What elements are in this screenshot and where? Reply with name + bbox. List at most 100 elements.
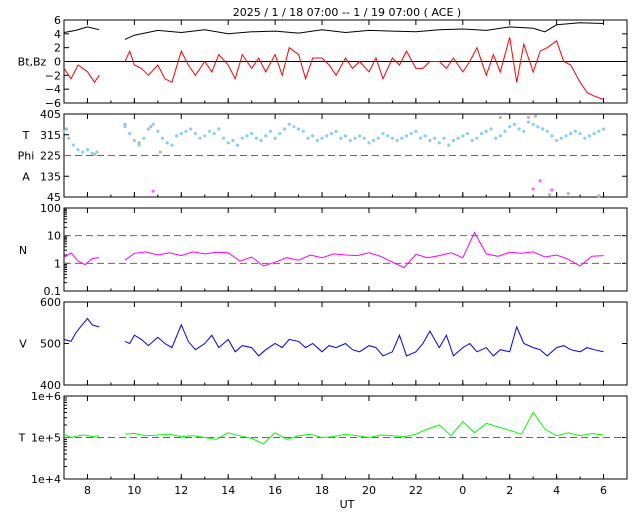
- data-point: [526, 120, 531, 124]
- data-point: [601, 127, 606, 131]
- data-point: [348, 138, 352, 143]
- x-tick-label: 18: [315, 484, 329, 497]
- data-point: [587, 134, 592, 138]
- data-point: [273, 136, 277, 140]
- data-point: [592, 131, 596, 136]
- data-point: [81, 150, 85, 154]
- x-tick-label: 6: [600, 484, 607, 497]
- y-axis-label: A: [22, 170, 30, 183]
- data-point: [569, 131, 573, 136]
- y-tick-label: 135: [40, 170, 61, 183]
- x-tick-label: 12: [174, 484, 188, 497]
- data-point: [395, 138, 399, 143]
- y-tick-label: 405: [40, 108, 61, 121]
- y-tick-label: 600: [40, 296, 61, 309]
- data-point: [92, 152, 97, 156]
- data-point: [503, 129, 507, 133]
- data-point: [306, 136, 310, 140]
- data-point: [531, 187, 535, 191]
- y-tick-label: 1: [54, 257, 61, 270]
- data-point: [95, 150, 99, 154]
- x-tick-label: 20: [362, 484, 376, 497]
- y-tick-label: 400: [40, 379, 61, 392]
- data-point: [315, 138, 319, 143]
- data-point: [583, 136, 587, 140]
- data-point: [301, 129, 305, 133]
- data-point: [386, 134, 390, 138]
- data-point: [437, 141, 441, 145]
- x-tick-label: 4: [553, 484, 560, 497]
- panel-temperature: 1e+6 1e+5 1e+4 T: [18, 390, 628, 486]
- data-point: [414, 129, 418, 133]
- data-point: [418, 136, 423, 140]
- data-point: [423, 134, 427, 138]
- data-point: [207, 129, 212, 133]
- data-point: [597, 194, 601, 198]
- data-point: [170, 143, 174, 147]
- y-tick-label: 2: [54, 42, 61, 55]
- data-point: [564, 134, 568, 138]
- data-point: [156, 129, 160, 133]
- data-point: [64, 127, 68, 131]
- data-point: [372, 138, 376, 143]
- series-line: [63, 252, 100, 266]
- data-point: [71, 143, 75, 147]
- data-point: [292, 125, 296, 129]
- data-point: [311, 134, 315, 138]
- data-point: [343, 134, 348, 138]
- data-point: [597, 129, 601, 133]
- data-point: [165, 141, 169, 145]
- series-line: [63, 433, 100, 439]
- series-line: [124, 411, 604, 445]
- data-point: [461, 134, 465, 138]
- x-tick-label: 2: [506, 484, 513, 497]
- data-point: [400, 136, 404, 140]
- data-point: [76, 148, 80, 152]
- data-point: [566, 191, 570, 196]
- y-tick-label: 225: [40, 150, 61, 163]
- series-line: [63, 64, 100, 84]
- y-tick-label: 100: [40, 202, 61, 215]
- data-point: [235, 143, 240, 147]
- y-tick-label: 315: [40, 129, 61, 142]
- data-point: [278, 131, 282, 136]
- data-point: [184, 129, 188, 133]
- data-point: [245, 134, 249, 138]
- data-point: [212, 131, 216, 136]
- data-point: [456, 136, 460, 140]
- data-point: [254, 136, 258, 140]
- data-point: [240, 136, 244, 140]
- data-point: [146, 127, 151, 131]
- data-point: [85, 148, 90, 152]
- data-point: [540, 127, 545, 131]
- data-point: [149, 125, 153, 129]
- data-point: [198, 136, 202, 140]
- x-tick-label: 22: [409, 484, 423, 497]
- data-point: [160, 136, 165, 140]
- data-point: [475, 136, 479, 140]
- data-point: [573, 129, 577, 133]
- data-point: [531, 122, 535, 126]
- data-point: [508, 125, 512, 129]
- data-point: [325, 134, 329, 138]
- data-point: [465, 131, 470, 136]
- y-tick-label: 1e+4: [31, 473, 61, 486]
- y-axis-label: Phi: [18, 150, 35, 163]
- data-point: [151, 189, 155, 193]
- data-point: [376, 136, 380, 140]
- data-point: [151, 122, 155, 126]
- data-point: [334, 129, 338, 133]
- data-point: [538, 179, 542, 183]
- data-point: [442, 136, 446, 140]
- data-point: [550, 188, 554, 192]
- y-tick-label: 0.1: [44, 285, 62, 298]
- x-tick-label: 0: [459, 484, 466, 497]
- y-tick-label: 0: [54, 56, 61, 69]
- data-point: [128, 131, 132, 136]
- data-point: [404, 134, 409, 138]
- data-point: [479, 131, 484, 136]
- data-point: [221, 136, 226, 140]
- data-point: [189, 127, 193, 131]
- y-axis-label: T: [22, 129, 30, 142]
